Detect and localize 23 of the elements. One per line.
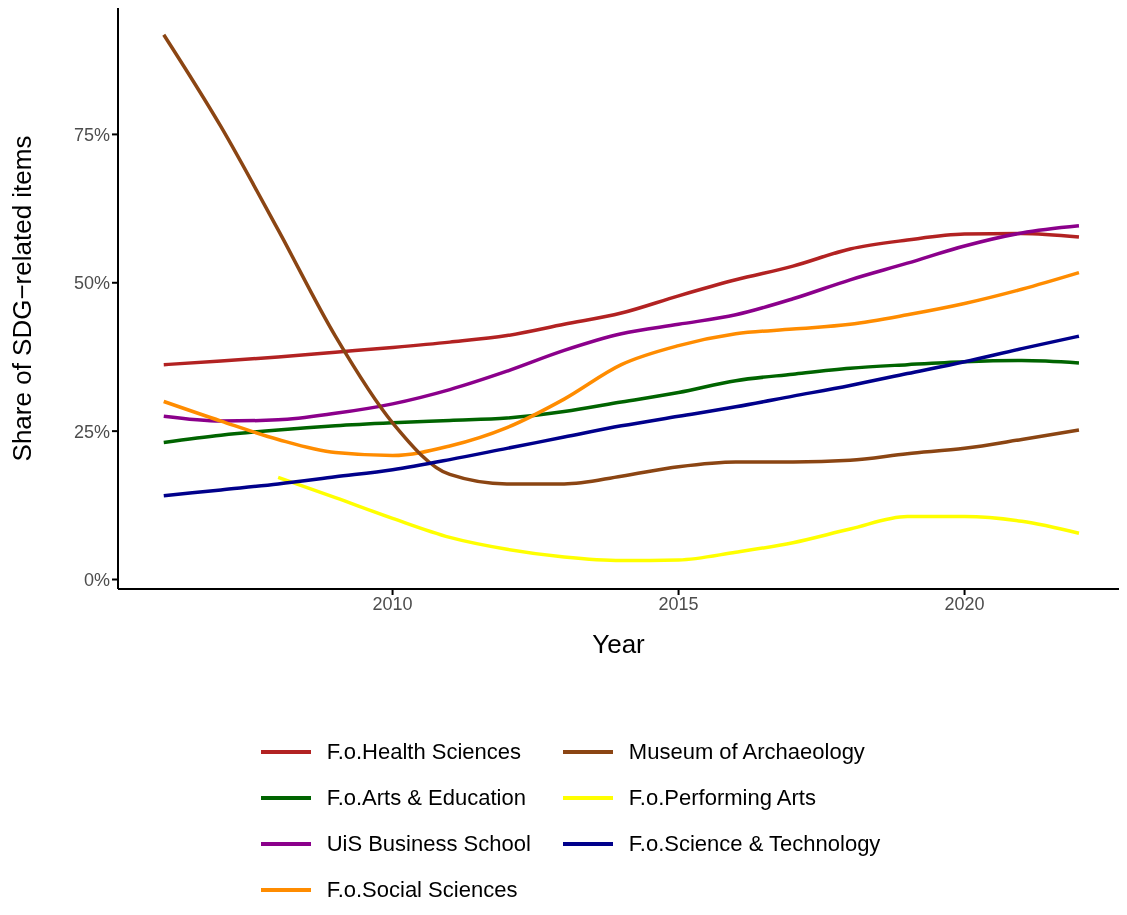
line-series	[162, 270, 1081, 458]
line-series	[276, 475, 1081, 563]
x-tick-label: 2015	[658, 593, 699, 614]
line-series	[162, 32, 1081, 486]
line-series	[162, 224, 1081, 423]
y-tick-label: 50%	[73, 273, 110, 294]
legend-label: F.o.Arts & Education	[326, 785, 526, 811]
legend-label: F.o.Performing Arts	[628, 785, 816, 811]
y-tick-label: 0%	[83, 569, 110, 590]
legend-label: F.o.Health Sciences	[326, 739, 522, 765]
y-tick-label: 75%	[73, 124, 110, 145]
line-series	[162, 358, 1081, 445]
legend-label: Museum of Archaeology	[628, 739, 865, 765]
legend-label: UiS Business School	[326, 831, 531, 857]
y-axis-title: Share of SDG−related items	[7, 135, 38, 462]
x-tick-label: 2010	[372, 593, 413, 614]
line-series	[162, 334, 1081, 498]
legend-label: F.o.Social Sciences	[326, 877, 518, 903]
y-tick-label: 25%	[73, 421, 110, 442]
legend-label: F.o.Science & Technology	[628, 831, 881, 857]
line-series	[162, 231, 1081, 367]
x-axis-title: Year	[592, 629, 646, 659]
x-tick-label: 2020	[944, 593, 985, 614]
